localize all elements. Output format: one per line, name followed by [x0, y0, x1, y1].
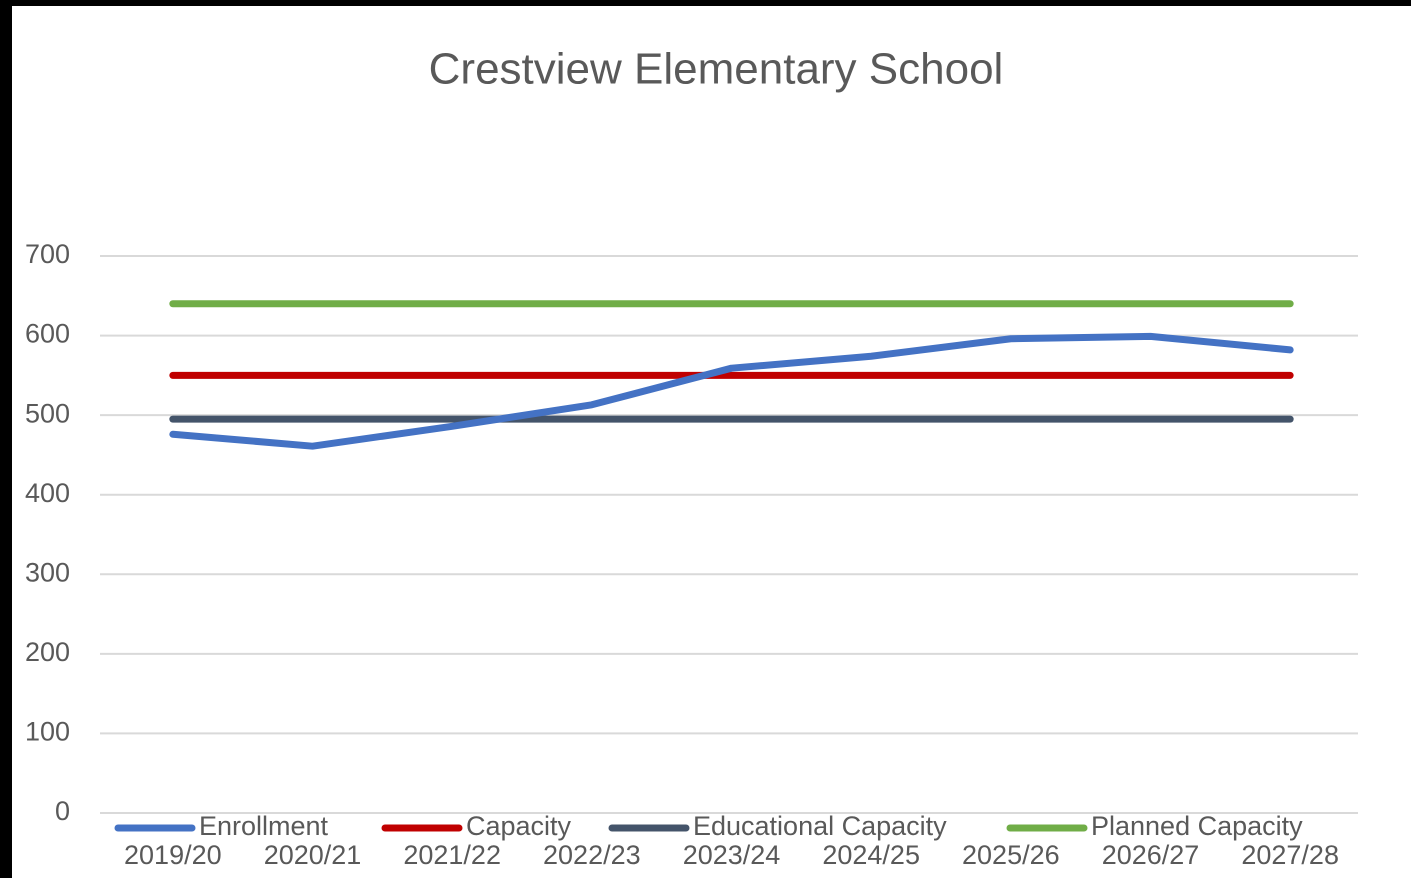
x-tick-label: 2025/26	[962, 840, 1060, 870]
y-tick-label: 200	[25, 637, 70, 667]
y-tick-label: 700	[25, 239, 70, 269]
legend-label: Educational Capacity	[693, 811, 947, 841]
legend-label: Enrollment	[199, 811, 329, 841]
x-tick-label: 2021/22	[403, 840, 501, 870]
y-tick-label: 0	[55, 796, 70, 826]
y-tick-label: 600	[25, 319, 70, 349]
x-tick-label: 2019/20	[124, 840, 222, 870]
y-tick-label: 300	[25, 557, 70, 587]
series-line	[169, 332, 1294, 450]
x-tick-label: 2027/28	[1241, 840, 1339, 870]
y-tick-label: 400	[25, 478, 70, 508]
y-tick-label: 500	[25, 398, 70, 428]
x-tick-label: 2026/27	[1102, 840, 1200, 870]
chart-title: Crestview Elementary School	[429, 45, 1004, 94]
legend-label: Capacity	[466, 811, 572, 841]
legend-label: Planned Capacity	[1091, 811, 1303, 841]
x-tick-label: 2022/23	[543, 840, 641, 870]
y-tick-label: 100	[25, 717, 70, 747]
x-tick-label: 2020/21	[264, 840, 362, 870]
x-tick-label: 2024/25	[822, 840, 920, 870]
chart-background	[12, 6, 1411, 878]
x-tick-label: 2023/24	[683, 840, 781, 870]
